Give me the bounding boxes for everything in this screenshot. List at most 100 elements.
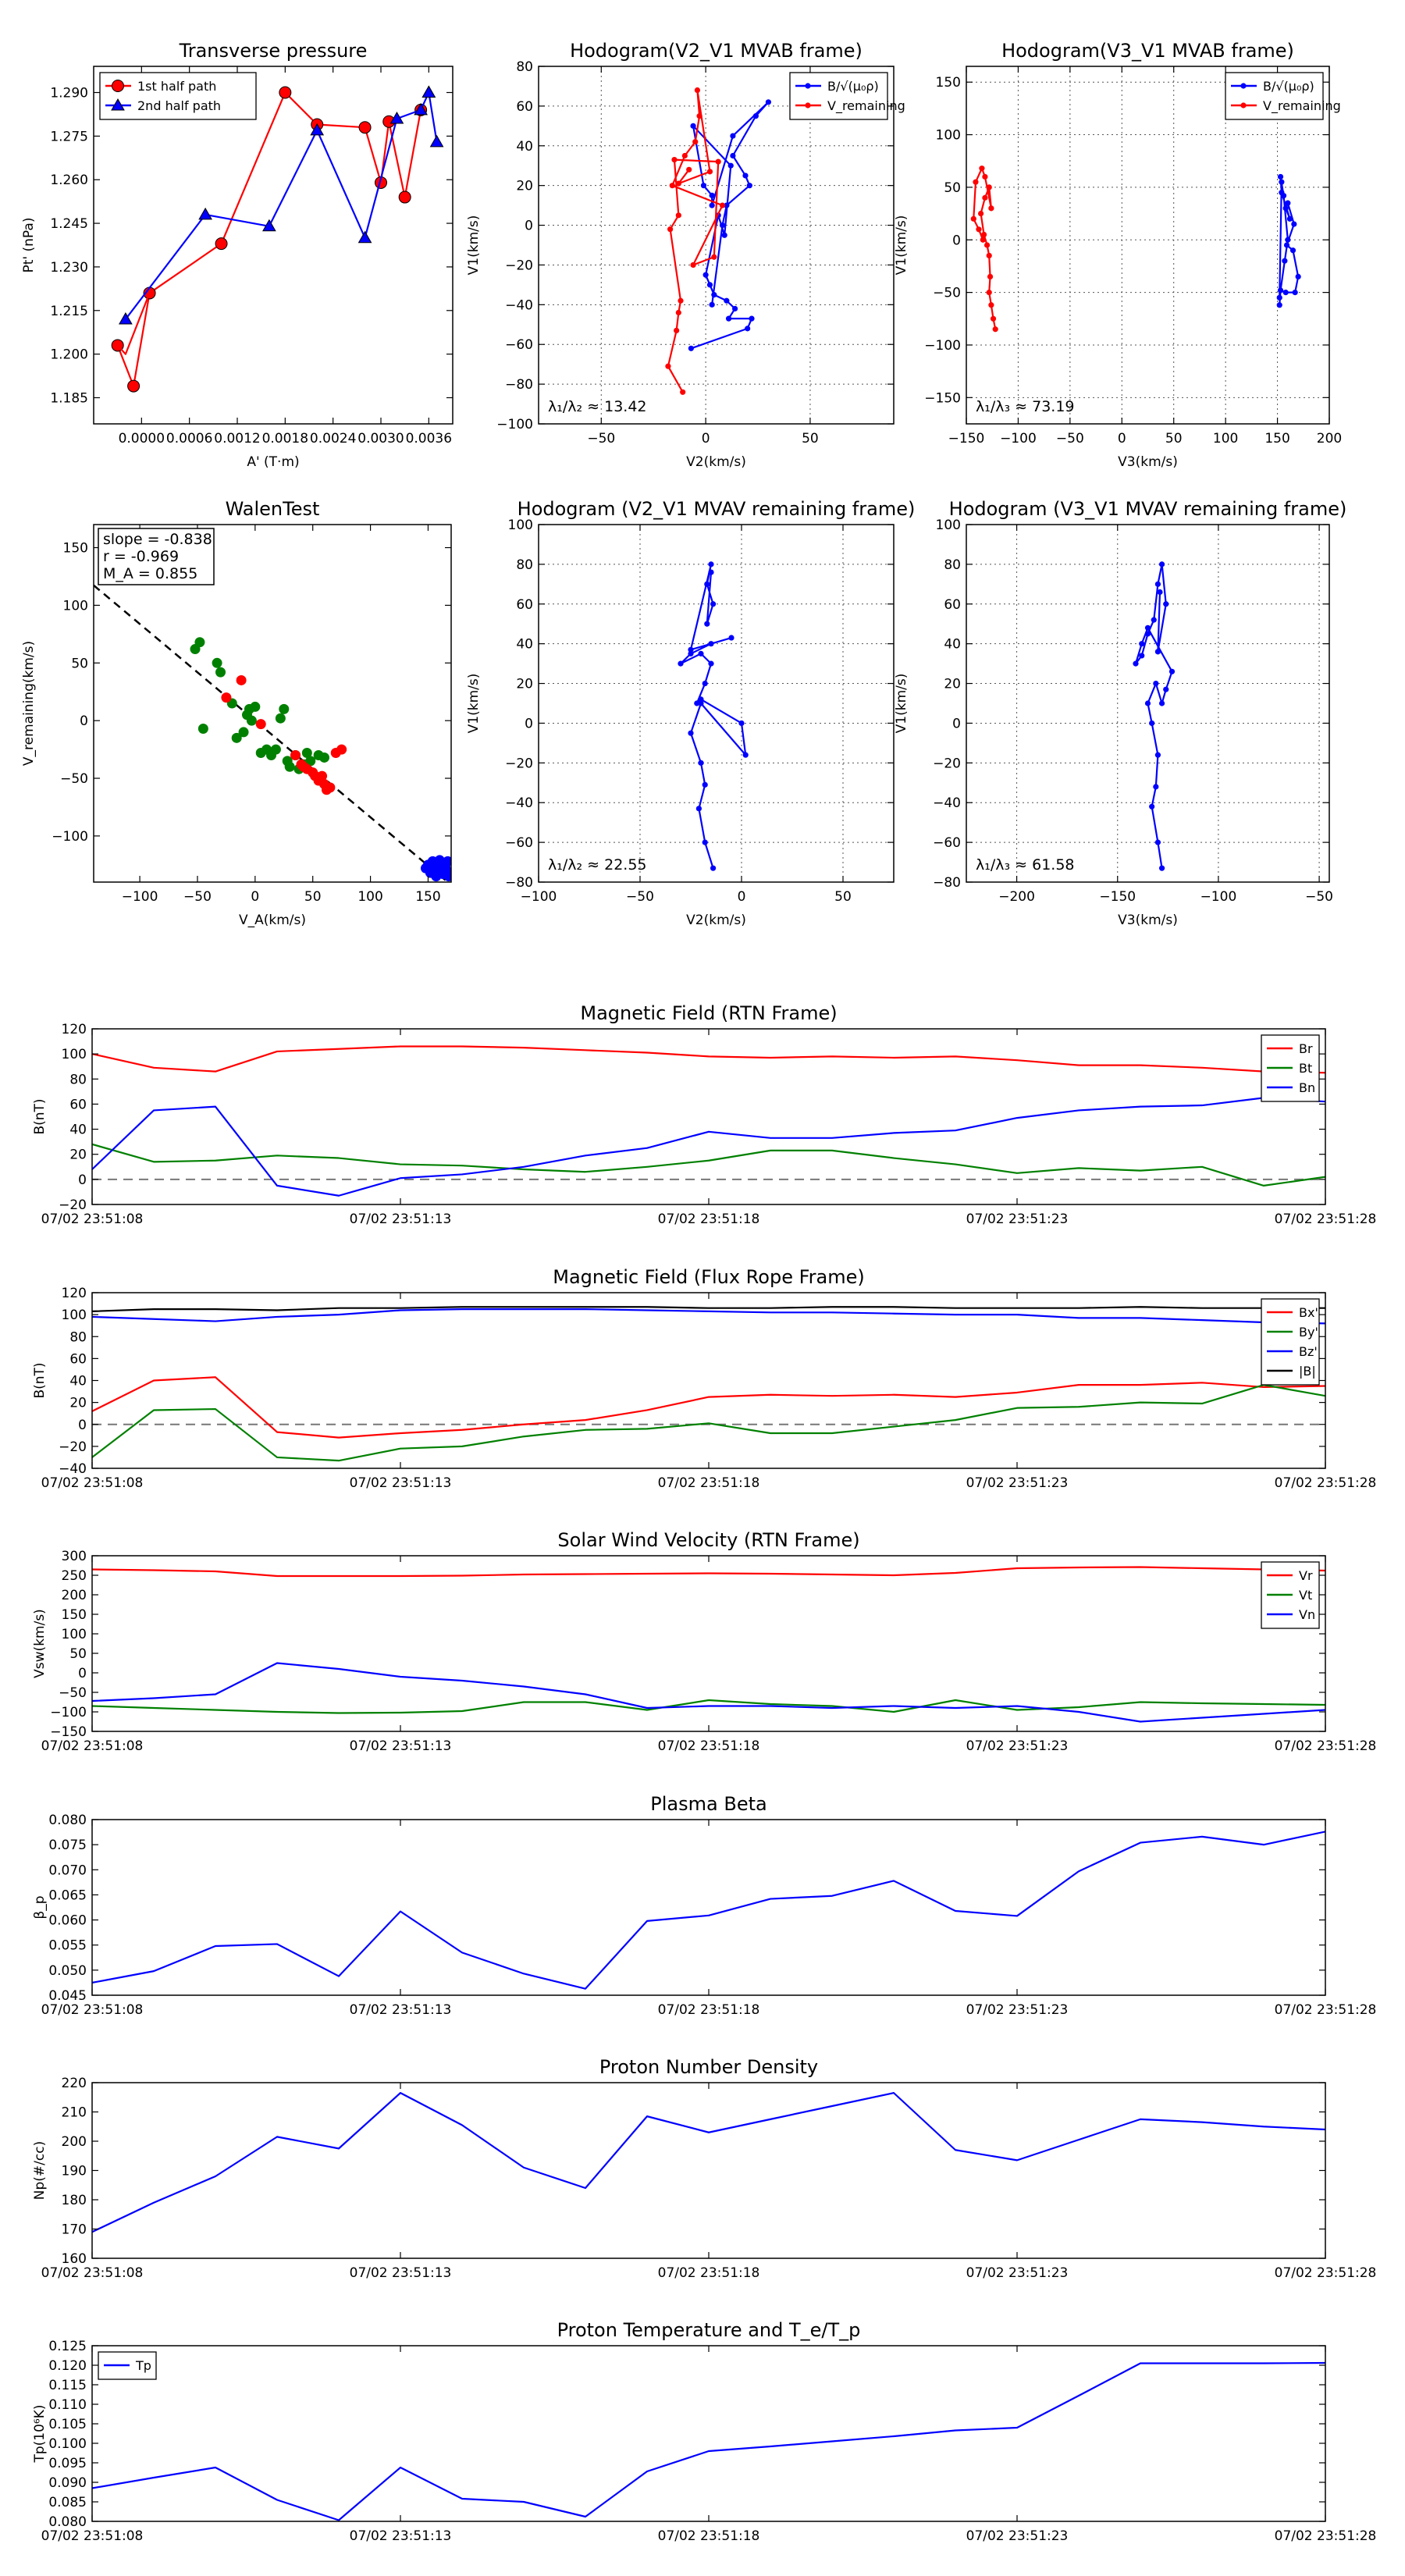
y-tick-label: 40 [516,637,533,653]
x-tick-label: 0.0036 [406,431,452,447]
y-tick-label: 0.080 [48,1813,87,1828]
data-point [1289,247,1297,254]
plot-area [92,1566,1325,1723]
legend-marker [805,102,811,109]
data-point [414,102,428,116]
chart-h1: Hodogram(V2_V1 MVAB frame) −100 −80 −60 −40 −… [466,40,905,470]
data-point [731,305,738,312]
plot-frame [91,2345,1326,2522]
y-tick-label: 60 [516,597,533,613]
y-tick-label: 170 [62,2222,87,2238]
x-axis-label: V3(km/s) [1118,454,1178,470]
x-tick-label: −50 [587,431,615,447]
data-point [710,601,717,607]
chart-title: Proton Number Density [599,2056,818,2078]
data-point [1154,752,1161,758]
y-tick-label: 0.045 [48,1988,87,2004]
y-axis-label: Pt' (nPa) [21,218,37,273]
series-b- [688,99,772,351]
y-axis-label: Np(#/cc) [32,2141,48,2200]
series-green [190,637,329,774]
legend-label: Bt [1299,1061,1312,1076]
data-point [708,660,714,667]
y-tick-label: 0.070 [48,1863,87,1878]
data-point [715,158,721,165]
data-point [1139,653,1145,659]
legend-label: 2nd half path [137,98,221,113]
data-point [680,389,686,395]
data-point [1163,601,1169,607]
chart-title: WalenTest [226,498,320,520]
plot-frame [91,1555,1326,1732]
data-point [979,165,985,172]
data-point [990,315,997,322]
data-point [675,309,681,316]
x-tick-label: 50 [304,889,322,905]
x-axis-label: A' (T·m) [247,454,299,470]
data-point [698,650,704,656]
data-point [443,856,451,866]
x-tick-label: 07/02 23:51:28 [1275,2528,1377,2544]
y-tick-label: 0.120 [48,2358,87,2374]
x-axis-label: V_A(km/s) [239,913,306,928]
x-tick-label: 07/02 23:51:23 [966,2002,1069,2018]
y-axis-label: B(nT) [32,1362,48,1398]
data-point [336,744,347,755]
data-point [690,262,696,269]
chart-tp_temp: Proton Temperature and T_e/T_p 0.080 0.085… [32,2319,1376,2544]
data-point [1158,561,1165,568]
data-point [1144,624,1151,631]
y-tick-label: 20 [69,1396,87,1411]
y-tick-label: 0.095 [48,2456,87,2471]
y-tick-label: 250 [62,1568,87,1584]
series-line [92,1699,1325,1714]
legend-marker [805,83,811,89]
data-point [695,806,702,812]
y-tick-label: 0 [525,716,533,731]
legend-label: 1st half path [137,79,216,94]
x-tick-label: 07/02 23:51:23 [966,2265,1069,2281]
data-point [675,180,681,187]
series-bz- [92,1308,1325,1325]
x-tick-label: 07/02 23:51:28 [1275,1212,1377,1227]
x-axis-label: V2(km/s) [686,454,746,470]
legend-label: V_remaining [1263,98,1341,114]
y-tick-label: 100 [62,1308,87,1323]
x-tick-label: 07/02 23:51:28 [1275,2002,1377,2018]
y-axis-label: β_p [32,1895,48,1919]
data-point [730,152,736,159]
x-tick-label: 07/02 23:51:23 [966,1212,1069,1227]
data-point [1286,215,1293,222]
eigen-ratio-annotation: λ₁/λ₂ ≈ 22.55 [548,856,647,873]
y-tick-label: 1.275 [50,129,88,144]
data-point [719,222,726,229]
plot-area [94,584,451,882]
legend-label: Vn [1299,1607,1315,1622]
series-vr [92,1566,1325,1578]
plot-area [92,1045,1325,1197]
data-point [688,650,694,656]
x-tick-label: −200 [998,889,1035,905]
data-point [702,272,709,278]
data-point [290,749,301,760]
y-tick-label: 1.290 [50,86,88,101]
plot-frame [91,2082,1326,2259]
y-tick-label: −80 [933,875,961,891]
plot-frame [91,1292,1326,1469]
y-tick-label: 150 [62,1607,87,1623]
data-point [422,85,436,98]
y-tick-label: 40 [944,637,961,653]
y-tick-label: 100 [62,1047,87,1062]
data-point [1153,680,1159,687]
y-tick-label: −20 [59,1439,87,1455]
data-point [702,781,708,788]
chart-title: Hodogram(V3_V1 MVAB frame) [1001,40,1294,62]
data-point [443,871,451,882]
y-tick-label: 190 [62,2164,87,2179]
data-point [221,692,232,703]
y-tick-label: −20 [933,756,961,771]
chart-title: Plasma Beta [650,1793,767,1815]
data-point [694,700,700,706]
series-by- [92,1384,1325,1462]
data-point [1133,660,1139,667]
